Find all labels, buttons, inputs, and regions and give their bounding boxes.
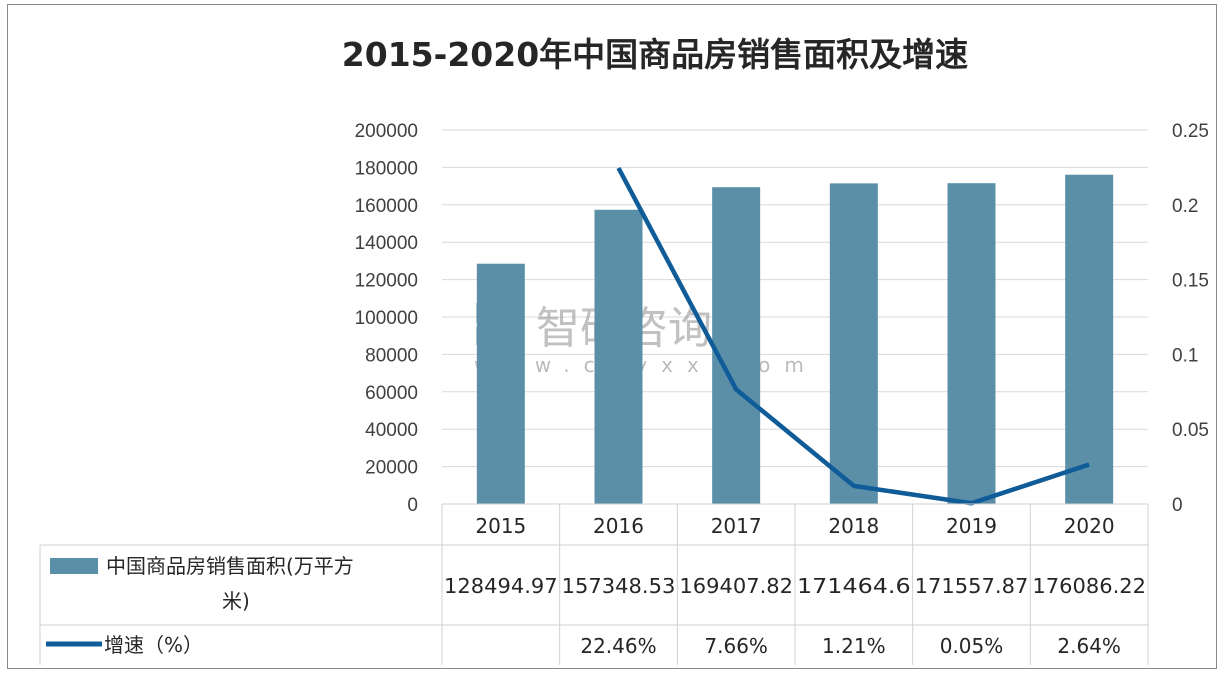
y-left-tick-label: 80000 bbox=[365, 345, 418, 366]
legend-bar-swatch bbox=[50, 558, 98, 574]
bar-2019 bbox=[947, 183, 996, 505]
x-tick-label: 2019 bbox=[946, 514, 997, 538]
bar-data-label: 169407.82 bbox=[679, 574, 793, 598]
y-right-tick-label: 0.2 bbox=[1172, 196, 1198, 217]
growth-data-label: 22.46% bbox=[580, 634, 656, 658]
growth-data-label: 7.66% bbox=[704, 634, 768, 658]
bar-data-label: 157348.53 bbox=[562, 574, 676, 598]
y-left-tick-label: 140000 bbox=[355, 233, 418, 254]
y-left-tick-label: 60000 bbox=[365, 383, 418, 404]
watermark-url: www.chyxx.com bbox=[474, 353, 818, 377]
x-tick-label: 2017 bbox=[711, 514, 762, 538]
bar-2018 bbox=[829, 183, 878, 504]
bar-2017 bbox=[712, 187, 761, 504]
growth-data-label: 2.64% bbox=[1057, 634, 1121, 658]
legend-bar-label-line1: 中国商品房销售面积(万平方 bbox=[106, 554, 354, 578]
bar-data-label: 171464.6 bbox=[797, 574, 911, 598]
y-right-tick-label: 0.15 bbox=[1172, 271, 1209, 292]
bar-data-label: 128494.97 bbox=[444, 574, 558, 598]
watermark: 智研咨询 www.chyxx.com bbox=[474, 303, 818, 377]
growth-data-label: 1.21% bbox=[822, 634, 886, 658]
y-right-tick-label: 0.05 bbox=[1172, 420, 1209, 441]
bar-2020 bbox=[1065, 174, 1114, 505]
y-left-tick-label: 40000 bbox=[365, 420, 418, 441]
y-right-tick-label: 0.1 bbox=[1172, 345, 1198, 366]
y-left-tick-label: 160000 bbox=[355, 196, 418, 217]
y-left-tick-label: 120000 bbox=[355, 271, 418, 292]
legend-bar-label-line2: 米) bbox=[222, 589, 250, 613]
x-tick-label: 2015 bbox=[475, 514, 526, 538]
bar-data-label: 171557.87 bbox=[915, 574, 1029, 598]
legend-bar-label: 中国商品房销售面积(万平方米) bbox=[106, 554, 354, 613]
y-left-tick-label: 180000 bbox=[355, 158, 418, 179]
y-left-tick-label: 100000 bbox=[355, 308, 418, 329]
x-tick-label: 2016 bbox=[593, 514, 644, 538]
y-left-tick-label: 200000 bbox=[355, 121, 418, 142]
growth-data-label: 0.05% bbox=[940, 634, 1004, 658]
x-tick-label: 2018 bbox=[828, 514, 879, 538]
chart-frame bbox=[7, 4, 1217, 669]
chart-title: 2015-2020年中国商品房销售面积及增速 bbox=[342, 35, 968, 74]
y-left-tick-label: 20000 bbox=[365, 458, 418, 479]
y-left-tick-label: 0 bbox=[407, 495, 418, 516]
y-right-tick-label: 0 bbox=[1172, 495, 1183, 516]
bar-data-label: 176086.22 bbox=[1032, 574, 1146, 598]
bar-2016 bbox=[594, 209, 643, 505]
legend-line-label: 增速（%） bbox=[104, 633, 203, 657]
x-tick-label: 2020 bbox=[1064, 514, 1115, 538]
y-right-tick-label: 0.25 bbox=[1172, 121, 1209, 142]
bar-2015 bbox=[476, 263, 525, 504]
